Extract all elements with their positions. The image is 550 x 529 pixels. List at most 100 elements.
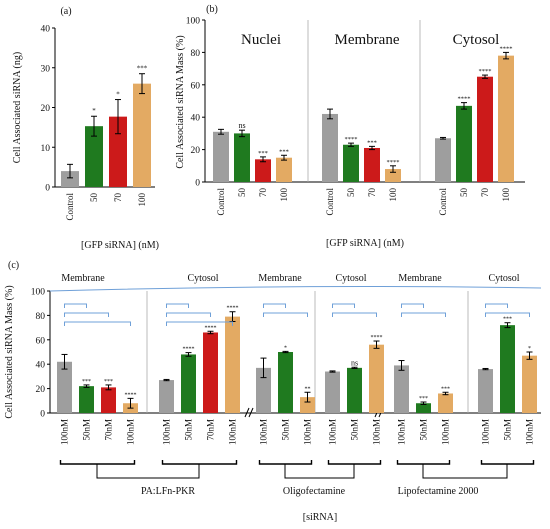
significance-a: * [116,91,120,99]
bar-c-Membrane-100nM [394,365,409,413]
panel-b-y-tick-label: 20 [191,146,201,156]
panel-c-y-tick-label: 60 [36,336,46,346]
bar-c-Cytosol-50nM [347,367,362,413]
significance-c: **** [205,325,217,331]
panel-c-x-tick-label: 50nM [184,419,194,441]
bar-b-Membrane-100 [385,169,401,182]
group-brace [396,460,451,465]
panel-a-x-label: [GFP siRNA] (nM) [81,240,159,251]
panel-c-group-title: Membrane [398,273,442,284]
panel-c-y-tick-label: 20 [36,385,46,395]
panel-b-y-tick-label: 80 [191,49,201,59]
panel-c-x-tick-label: 50nM [82,419,92,441]
panel-b-x-tick-label: 50 [237,188,247,198]
significance-b: *** [258,150,268,157]
significance-c: **** [371,335,383,341]
panel-b-group-title: Nuclei [241,32,281,48]
panel-b-x-tick-label: 100 [279,188,289,202]
bar-a-100 [133,83,151,187]
significance-b: *** [367,139,377,146]
significance-c: *** [104,379,113,385]
panel-c-x-tick-label: 50nM [281,419,291,441]
significance-b: *** [279,148,289,155]
panel-c-y-tick-label: 100 [31,288,46,298]
comparison-bracket [332,312,377,317]
panel-b-y-tick-label: 40 [191,114,201,124]
significance-c: ** [305,386,311,392]
panel-b-y-label: Cell Associated siRNA Mass (%) [175,35,186,168]
panel-a-y-tick-label: 10 [41,144,51,154]
bar-c-Membrane-100nM [438,393,453,413]
significance-b: **** [387,159,400,166]
group-brace [161,460,238,465]
panel-c-x-tick-label: 100nM [303,419,313,445]
bar-c-Membrane-50nM [416,403,431,413]
bar-a-Control [61,171,79,187]
panel-b-x-tick-label: 100 [501,188,511,202]
comparison-bracket [64,321,131,326]
panel-a-label: (a) [60,6,71,17]
panel-c-x-label: [siRNA] [303,512,337,523]
bar-c-Cytosol-70nM [203,332,218,413]
panel-c-y-tick-label: 0 [40,410,45,420]
panel-b-x-label: [GFP siRNA] (nM) [326,238,404,249]
reagent-label: Lipofectamine 2000 [398,486,479,497]
axis-break [244,407,250,418]
panel-c-x-tick-label: 100nM [126,419,136,445]
panel-c-group-title: Cytosol [335,273,366,284]
bar-b-Cytosol-70 [477,76,493,182]
bar-c-Membrane-70nM [101,387,116,413]
bar-c-Cytosol-100nM [225,316,240,413]
bar-c-Cytosol-50nM [181,354,196,413]
panel-a-x-tick-label: 100 [137,193,147,207]
bar-c-Membrane-50nM [79,386,94,413]
bar-c-Membrane-100nM [300,397,315,413]
axis-break [248,407,254,418]
significance-b: **** [458,96,471,103]
comparison-bracket [401,312,446,317]
reagent-connector [284,464,355,479]
reagent-connector [422,464,508,479]
comparison-bracket [64,312,109,317]
bar-c-Cytosol-100nM [325,371,340,413]
comparison-bracket [263,303,286,308]
bar-c-Cytosol-100nM [522,355,537,413]
panel-c-x-tick-label: 100nM [259,419,269,445]
significance-b: ns [238,121,245,130]
panel-b-x-tick-label: 70 [480,188,490,198]
panel-c-x-tick-label: 100nM [162,419,172,445]
bar-c-Cytosol-100nM [159,380,174,413]
panel-c-x-tick-label: 100nM [481,419,491,445]
bar-c-Membrane-50nM [278,352,293,413]
comparison-bracket [166,303,189,308]
panel-c-x-tick-label: 70nM [206,419,216,441]
panel-a-y-tick-label: 20 [41,104,51,114]
bar-b-Cytosol-50 [456,105,472,182]
panel-b-x-tick-label: Control [438,188,448,216]
bar-b-Membrane-Control [322,113,338,182]
panel-b-x-tick-label: 50 [346,188,356,198]
significance-c: **** [227,306,239,312]
panel-c-x-tick-label: 100nM [441,419,451,445]
panel-a-y-tick-label: 40 [41,25,51,35]
panel-c: (c) 0 20 40 60 80 100 Cell Associated siRNA Mas… [4,260,542,523]
significance-b: **** [479,68,492,75]
panel-c-y-label: Cell Associated siRNA Mass (%) [4,285,15,418]
significance-c: * [528,346,531,352]
bar-a-50 [85,126,103,187]
bar-c-Membrane-100nM [57,361,72,413]
panel-a-y-label: Cell Associated siRNA (ng) [12,52,23,163]
panel-a-x-tick-label: 50 [89,193,99,203]
significance-a: * [92,107,96,115]
panel-c-group-title: Membrane [258,273,302,284]
bar-b-Cytosol-100 [498,55,514,182]
panel-c-label: (c) [8,260,19,271]
comparison-bracket [332,303,355,308]
significance-a: *** [137,65,148,73]
panel-a: (a) 0 10 20 30 40 Cell Associated siRNA (ng) Co… [12,6,159,251]
bar-b-Cytosol-Control [435,138,451,182]
bar-b-Nuclei-50 [234,133,250,182]
bar-b-Nuclei-100 [276,157,292,182]
